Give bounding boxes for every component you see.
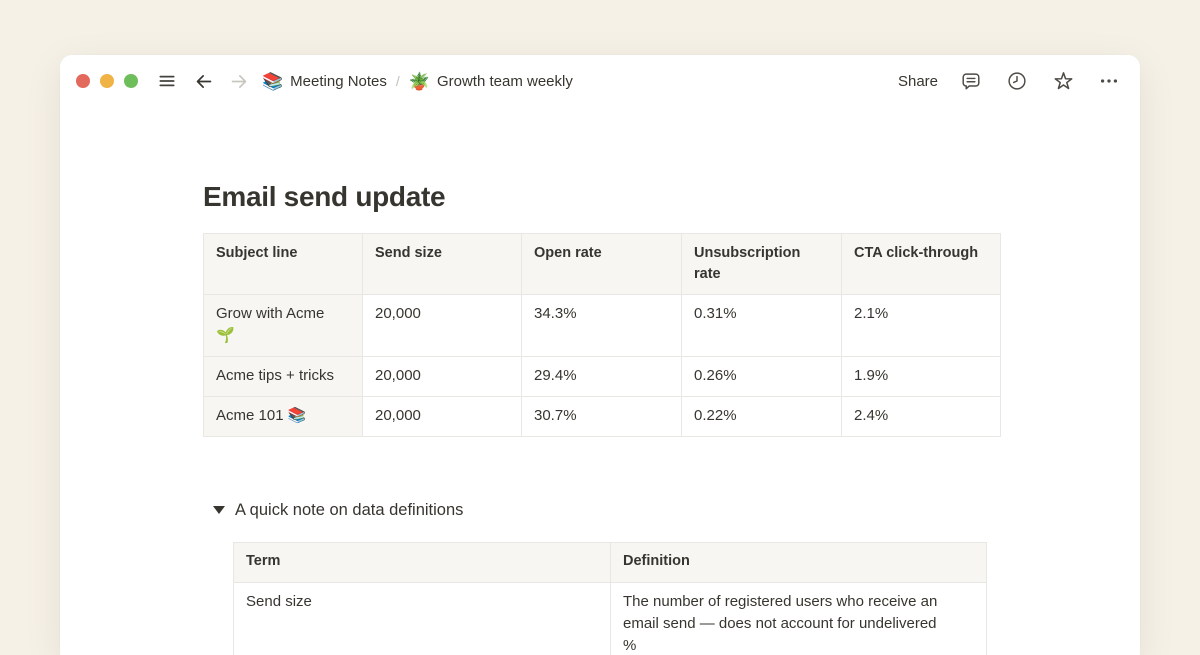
cell-cta: 1.9%: [842, 356, 1001, 396]
cell-open-rate: 30.7%: [522, 396, 682, 436]
minimize-window-button[interactable]: [100, 74, 114, 88]
breadcrumb-item-growth-team-weekly[interactable]: 🪴 Growth team weekly: [409, 73, 573, 90]
table-header-row: Term Definition: [234, 543, 987, 583]
updates-button[interactable]: [1004, 68, 1030, 94]
column-header-subject-line: Subject line: [204, 234, 363, 295]
star-icon: [1052, 70, 1075, 93]
cell-open-rate: 29.4%: [522, 356, 682, 396]
cell-cta: 2.1%: [842, 294, 1001, 356]
topbar: 📚 Meeting Notes / 🪴 Growth team weekly S…: [60, 55, 1140, 107]
zoom-window-button[interactable]: [124, 74, 138, 88]
window-controls: [76, 74, 138, 88]
more-icon: [1098, 70, 1120, 92]
hamburger-icon: [157, 71, 177, 91]
cell-open-rate: 34.3%: [522, 294, 682, 356]
table-header-row: Subject line Send size Open rate Unsubsc…: [204, 234, 1001, 295]
subject-text: Acme 101: [216, 407, 284, 424]
app-window: 📚 Meeting Notes / 🪴 Growth team weekly S…: [60, 55, 1140, 655]
books-emoji-icon: 📚: [288, 407, 307, 424]
cell-send-size: 20,000: [363, 356, 522, 396]
cell-subject: Acme 101 📚: [204, 396, 363, 436]
breadcrumb-item-meeting-notes[interactable]: 📚 Meeting Notes: [262, 73, 387, 90]
toggle-caret-icon[interactable]: [206, 498, 232, 522]
cell-definition: The number of registered users who recei…: [611, 583, 987, 655]
cell-unsub-rate: 0.26%: [682, 356, 842, 396]
table-row: Send size The number of registered users…: [234, 583, 987, 655]
seedling-emoji-icon: 🌱: [216, 325, 350, 347]
breadcrumb-separator: /: [395, 73, 401, 89]
email-metrics-table: Subject line Send size Open rate Unsubsc…: [203, 233, 1001, 437]
breadcrumb-label: Growth team weekly: [437, 73, 573, 90]
subject-text: Acme tips + tricks: [216, 367, 334, 384]
cell-unsub-rate: 0.31%: [682, 294, 842, 356]
breadcrumb-label: Meeting Notes: [290, 73, 387, 90]
column-header-unsubscription-rate: Unsubscription rate: [682, 234, 842, 295]
table-row: Acme 101 📚 20,000 30.7% 0.22% 2.4%: [204, 396, 1001, 436]
cell-send-size: 20,000: [363, 396, 522, 436]
table-row: Acme tips + tricks 20,000 29.4% 0.26% 1.…: [204, 356, 1001, 396]
clock-icon: [1006, 70, 1028, 92]
definitions-table: Term Definition Send size The number of …: [233, 542, 987, 655]
books-emoji-icon: 📚: [262, 73, 283, 90]
cell-unsub-rate: 0.22%: [682, 396, 842, 436]
toggle-block[interactable]: A quick note on data definitions: [206, 498, 463, 522]
cell-subject: Grow with Acme 🌱: [204, 294, 363, 356]
column-header-cta-click-through: CTA click-through: [842, 234, 1001, 295]
more-options-button[interactable]: [1096, 68, 1122, 94]
cell-term: Send size: [234, 583, 611, 655]
column-header-send-size: Send size: [363, 234, 522, 295]
potted-plant-emoji-icon: 🪴: [409, 73, 430, 90]
forward-arrow-icon: [229, 71, 250, 92]
share-button[interactable]: Share: [898, 73, 938, 90]
sidebar-menu-button[interactable]: [154, 68, 180, 94]
forward-button[interactable]: [226, 68, 252, 94]
breadcrumb: 📚 Meeting Notes / 🪴 Growth team weekly: [262, 73, 573, 90]
favorite-button[interactable]: [1050, 68, 1076, 94]
back-arrow-icon: [193, 71, 214, 92]
cell-send-size: 20,000: [363, 294, 522, 356]
comments-button[interactable]: [958, 68, 984, 94]
comment-icon: [960, 70, 982, 92]
table-row: Grow with Acme 🌱 20,000 34.3% 0.31% 2.1%: [204, 294, 1001, 356]
column-header-definition: Definition: [611, 543, 987, 583]
column-header-term: Term: [234, 543, 611, 583]
subject-text: Grow with Acme: [216, 305, 324, 322]
column-header-open-rate: Open rate: [522, 234, 682, 295]
close-window-button[interactable]: [76, 74, 90, 88]
toggle-label: A quick note on data definitions: [235, 501, 463, 520]
back-button[interactable]: [190, 68, 216, 94]
cell-subject: Acme tips + tricks: [204, 356, 363, 396]
cell-cta: 2.4%: [842, 396, 1001, 436]
page-title: Email send update: [203, 181, 445, 213]
